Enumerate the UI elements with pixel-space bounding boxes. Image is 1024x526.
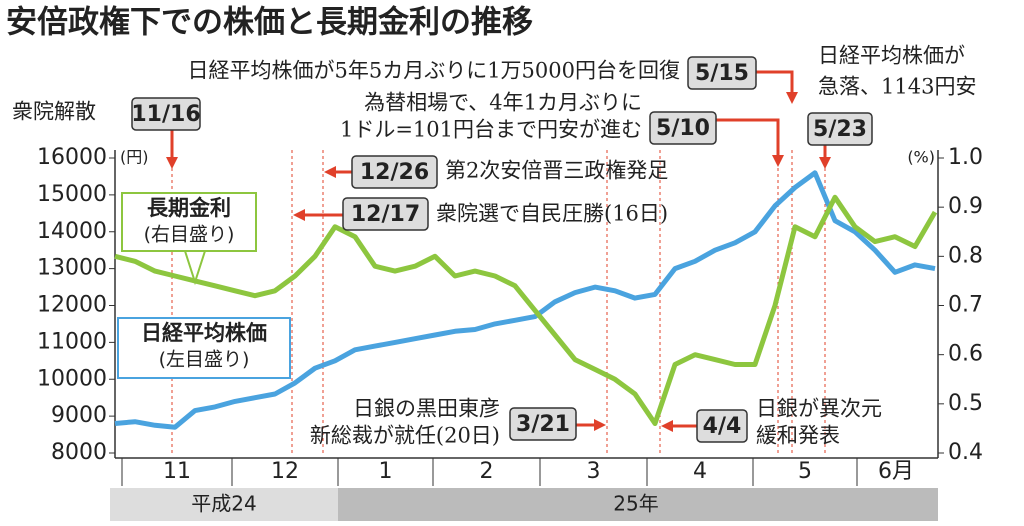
arrow-head xyxy=(786,92,798,104)
annotation-text: 日経平均株価が xyxy=(818,44,965,68)
y-tick-label: 15000 xyxy=(37,182,107,207)
date-label: 12/26 xyxy=(360,160,429,185)
arrow-head xyxy=(324,166,336,178)
x-tick-label: 3 xyxy=(587,459,601,484)
annotation-text: 新総裁が就任(20日) xyxy=(310,424,500,448)
x-tick-label: 4 xyxy=(693,459,707,484)
date-label: 3/21 xyxy=(516,412,570,437)
series-line xyxy=(114,170,936,430)
y2-tick-label: 0.4 xyxy=(948,440,983,465)
legend-pointer xyxy=(184,250,206,286)
y-unit: (円) xyxy=(120,148,149,167)
date-label: 12/17 xyxy=(351,202,420,227)
x-tick-label: 12 xyxy=(271,459,299,484)
x-tick-label: 1 xyxy=(379,459,393,484)
y-tick-label: 9000 xyxy=(51,403,107,428)
annotation-text: 衆院解散 xyxy=(12,100,96,124)
x-tick-label: 6月 xyxy=(878,459,914,484)
era-band xyxy=(338,488,938,521)
y-tick-label: 12000 xyxy=(37,293,107,318)
annotation-text: 衆院選で自民圧勝(16日) xyxy=(436,202,668,226)
x-tick-label: 11 xyxy=(163,459,191,484)
legend-note: (右目盛り) xyxy=(144,224,235,246)
arrow-head xyxy=(293,209,305,221)
era-band xyxy=(110,488,338,521)
y-tick-label: 11000 xyxy=(37,329,107,354)
arrow-head xyxy=(819,157,831,169)
annotation-text: 為替相場で、4年1カ月ぶりに xyxy=(364,91,642,115)
date-label: 11/16 xyxy=(131,102,200,127)
annotation-text: 第2次安倍晋三政権発足 xyxy=(445,159,668,183)
annotation-text: 日銀の黒田東彦 xyxy=(353,397,500,421)
y-tick-label: 16000 xyxy=(37,145,107,170)
y2-tick-label: 1.0 xyxy=(948,145,983,170)
annotation-text: 急落、1143円安 xyxy=(818,75,976,99)
series-line xyxy=(114,194,938,426)
arrow-head xyxy=(661,420,673,432)
date-box xyxy=(807,112,873,146)
x-tick-label: 2 xyxy=(480,459,494,484)
era-label: 平成24 xyxy=(191,492,256,516)
y-tick-label: 13000 xyxy=(37,256,107,281)
x-tick-label: 5 xyxy=(798,459,812,484)
legend-note: (左目盛り) xyxy=(159,349,250,371)
y2-tick-label: 0.5 xyxy=(948,391,983,416)
legend-name: 日経平均株価 xyxy=(141,321,267,345)
date-box xyxy=(509,407,577,441)
arrow-head xyxy=(594,419,606,431)
legend-box xyxy=(121,192,257,252)
arrow-head xyxy=(166,157,178,169)
date-box xyxy=(131,97,201,131)
legend-box xyxy=(117,317,291,379)
y2-tick-label: 0.7 xyxy=(948,293,983,318)
date-box xyxy=(351,155,438,189)
y2-tick-label: 0.6 xyxy=(948,342,983,367)
y2-tick-label: 0.9 xyxy=(948,194,983,219)
era-label: 25年 xyxy=(613,492,658,516)
date-label: 5/10 xyxy=(656,116,710,141)
y2-unit: (%) xyxy=(907,148,935,167)
date-box xyxy=(342,197,429,231)
date-label: 4/4 xyxy=(703,414,742,439)
y2-tick-label: 0.8 xyxy=(948,243,983,268)
legend-name: 長期金利 xyxy=(147,196,231,220)
date-label: 5/15 xyxy=(695,61,749,86)
annotation-text: 日経平均株価が5年5カ月ぶりに1万5000円台を回復 xyxy=(187,59,680,83)
annotation-text: 1ドル=101円台まで円安が進む xyxy=(340,118,642,142)
annotation-text: 緩和発表 xyxy=(756,424,840,448)
annotation-arrow xyxy=(756,70,794,100)
annotation-text: 日銀が異次元 xyxy=(756,397,882,421)
y-tick-label: 10000 xyxy=(37,366,107,391)
chart-title: 安倍政権下での株価と長期金利の推移 xyxy=(6,5,533,41)
y-tick-label: 8000 xyxy=(51,440,107,465)
date-box xyxy=(687,56,757,90)
date-box xyxy=(696,409,748,443)
y-tick-label: 14000 xyxy=(37,219,107,244)
arrow-head xyxy=(772,155,784,167)
annotation-arrow xyxy=(716,118,780,163)
date-label: 5/23 xyxy=(813,117,867,142)
date-box xyxy=(649,111,717,145)
